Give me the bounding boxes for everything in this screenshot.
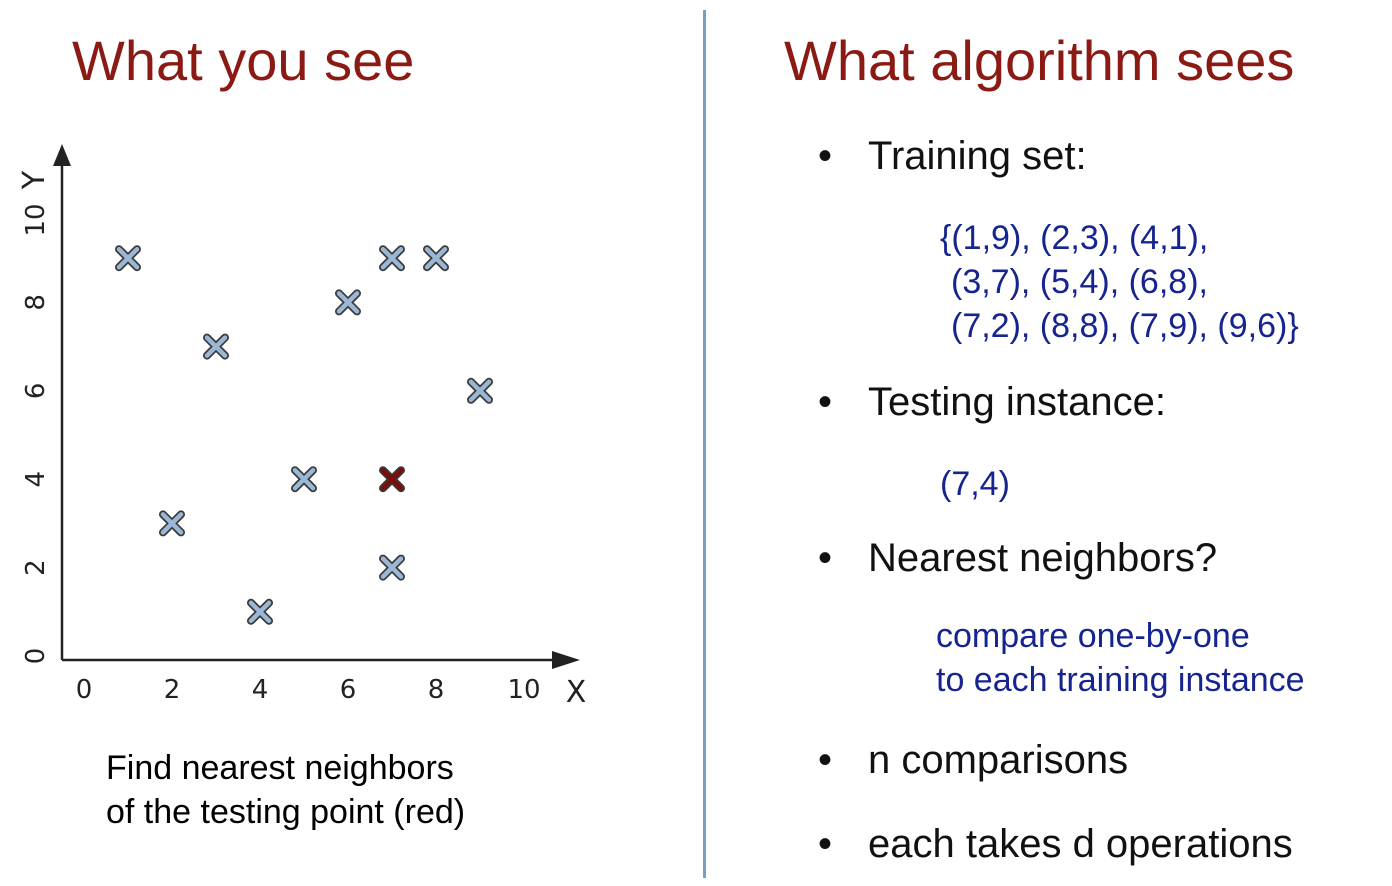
training-point-marker	[159, 510, 185, 537]
caption-line: Find nearest neighbors	[106, 749, 454, 787]
testing-point-marker	[379, 466, 405, 493]
bullet-nearest-neighbors: • Nearest neighbors?	[818, 538, 1217, 578]
x-tick-label: 8	[428, 675, 445, 705]
bullet-dot: •	[818, 738, 833, 782]
training-line: {(1,9), (2,3), (4,1),	[940, 219, 1209, 257]
compare-line: to each training instance	[936, 661, 1305, 699]
y-tick-label: 10	[21, 203, 51, 236]
axes	[53, 144, 580, 669]
caption-line: of the testing point (red)	[106, 793, 466, 831]
y-tick-label: 2	[21, 559, 51, 576]
x-tick-label: 6	[340, 675, 357, 705]
testing-instance-value: (7,4)	[940, 462, 1010, 506]
right-title: What algorithm sees	[784, 29, 1295, 92]
training-point-marker	[247, 598, 273, 625]
bullet-n-comparisons: • n comparisons	[818, 740, 1128, 780]
y-axis-label: Y	[17, 170, 52, 190]
bullet-label: n comparisons	[868, 738, 1129, 782]
y-tick-label: 6	[21, 383, 51, 400]
bullet-label: each takes d operations	[868, 822, 1293, 866]
x-axis-label: X	[566, 675, 587, 710]
y-tick-label: 4	[21, 471, 51, 488]
y-tick-label: 8	[21, 294, 51, 311]
training-point-marker	[423, 245, 449, 272]
bullet-label: Training set:	[868, 134, 1087, 178]
bullet-label: Testing instance:	[868, 380, 1166, 424]
training-point-marker	[335, 289, 361, 316]
bullet-testing-instance: • Testing instance:	[818, 382, 1166, 422]
bullet-dot: •	[818, 822, 833, 866]
training-point-marker	[379, 554, 405, 581]
divider	[703, 10, 706, 878]
training-point-marker	[203, 333, 229, 360]
x-tick-label: 4	[252, 675, 269, 705]
training-point-marker	[379, 245, 405, 272]
compare-note: compare one-by-one to each training inst…	[936, 614, 1305, 702]
bullet-training-set: • Training set:	[818, 136, 1087, 176]
training-set-values: {(1,9), (2,3), (4,1), (3,7), (5,4), (6,8…	[940, 216, 1299, 348]
left-title: What you see	[72, 29, 415, 92]
bullet-dot: •	[818, 134, 833, 178]
x-tick-label: 2	[164, 675, 181, 705]
x-tick-label: 0	[76, 675, 93, 705]
y-tick-label: 0	[21, 648, 51, 665]
bullet-label: Nearest neighbors?	[868, 536, 1218, 580]
training-point-marker	[467, 377, 493, 404]
data-points	[115, 245, 493, 625]
training-line: (7,2), (8,8), (7,9), (9,6)}	[951, 307, 1299, 345]
x-tick-label: 10	[507, 675, 540, 705]
compare-line: compare one-by-one	[936, 617, 1250, 655]
training-line: (3,7), (5,4), (6,8),	[951, 263, 1208, 301]
y-axis-arrow	[53, 144, 71, 166]
x-axis-arrow	[552, 651, 580, 669]
bullet-dot: •	[818, 380, 833, 424]
tick-labels: 0 2 4 6 8 10 X 0 2 4 6 8 10 Y	[17, 170, 586, 710]
scatter-plot: 0 2 4 6 8 10 X 0 2 4 6 8 10 Y	[17, 144, 586, 710]
training-point-marker	[291, 466, 317, 493]
bullet-d-operations: • each takes d operations	[818, 824, 1293, 864]
testing-value: (7,4)	[940, 465, 1010, 503]
plot-caption: Find nearest neighbors of the testing po…	[106, 746, 465, 834]
training-point-marker	[115, 245, 141, 272]
bullet-dot: •	[818, 536, 833, 580]
